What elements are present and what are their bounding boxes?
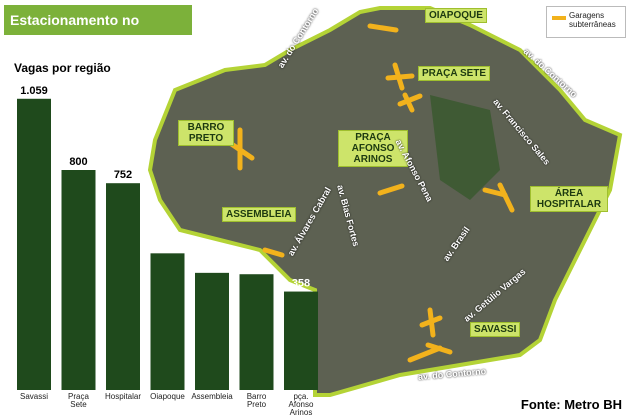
bar (284, 292, 318, 390)
value-label: 800 (69, 156, 87, 168)
bar (62, 170, 96, 390)
x-tick-label: Savassi (20, 392, 48, 401)
region-label: ASSEMBLEIA (222, 207, 296, 222)
value-label: 752 (114, 169, 132, 181)
x-tick-label: Hospitalar (105, 392, 141, 401)
bar (106, 183, 140, 390)
source: Fonte: Metro BH (521, 397, 622, 412)
value-label: 421 (247, 260, 265, 272)
region-label: PRAÇA SETE (418, 66, 490, 81)
legend: Garagens subterrâneas (546, 6, 626, 38)
legend-label: Garagens subterrâneas (569, 11, 623, 29)
legend-swatch (552, 16, 566, 20)
bar (151, 253, 185, 390)
value-label: 358 (292, 278, 310, 290)
bar (195, 273, 229, 390)
region-label: BARRO PRETO (178, 120, 234, 146)
value-label: 426 (203, 259, 221, 271)
bar (240, 274, 274, 390)
x-tick-label: Assembleia (191, 392, 233, 401)
value-label: 1.059 (20, 85, 48, 97)
x-tick-label: Oiapoque (150, 392, 185, 401)
region-label: ÁREA HOSPITALAR (530, 186, 608, 212)
value-label: 497 (158, 239, 176, 251)
header-title: Estacionamento no subsolo (4, 5, 192, 35)
region-label: SAVASSI (470, 322, 520, 337)
region-label: OIAPOQUE (425, 8, 487, 23)
bar (17, 99, 51, 390)
page: Vagas por região 1.059Savassi800PraçaSet… (0, 0, 628, 416)
